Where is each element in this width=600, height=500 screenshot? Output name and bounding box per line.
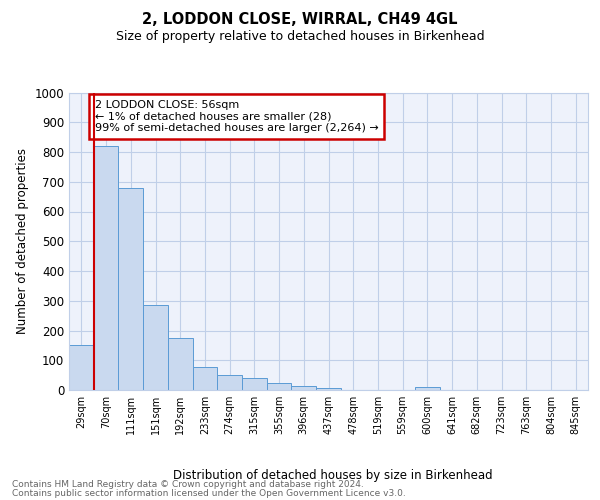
Text: 2 LODDON CLOSE: 56sqm
← 1% of detached houses are smaller (28)
99% of semi-detac: 2 LODDON CLOSE: 56sqm ← 1% of detached h… [95,100,379,133]
Bar [415,387,440,390]
Bar [94,146,118,390]
Bar [267,384,292,390]
Bar [118,188,143,390]
Bar [193,367,217,390]
Bar [69,346,94,390]
Bar [292,386,316,390]
Text: Distribution of detached houses by size in Birkenhead: Distribution of detached houses by size … [173,470,493,482]
Bar [242,378,267,390]
Bar [217,375,242,390]
Text: Contains public sector information licensed under the Open Government Licence v3: Contains public sector information licen… [12,488,406,498]
Text: 2, LODDON CLOSE, WIRRAL, CH49 4GL: 2, LODDON CLOSE, WIRRAL, CH49 4GL [142,12,458,28]
Text: Contains HM Land Registry data © Crown copyright and database right 2024.: Contains HM Land Registry data © Crown c… [12,480,364,489]
Text: Size of property relative to detached houses in Birkenhead: Size of property relative to detached ho… [116,30,484,43]
Bar [143,305,168,390]
Y-axis label: Number of detached properties: Number of detached properties [16,148,29,334]
Bar [168,338,193,390]
Bar [316,388,341,390]
